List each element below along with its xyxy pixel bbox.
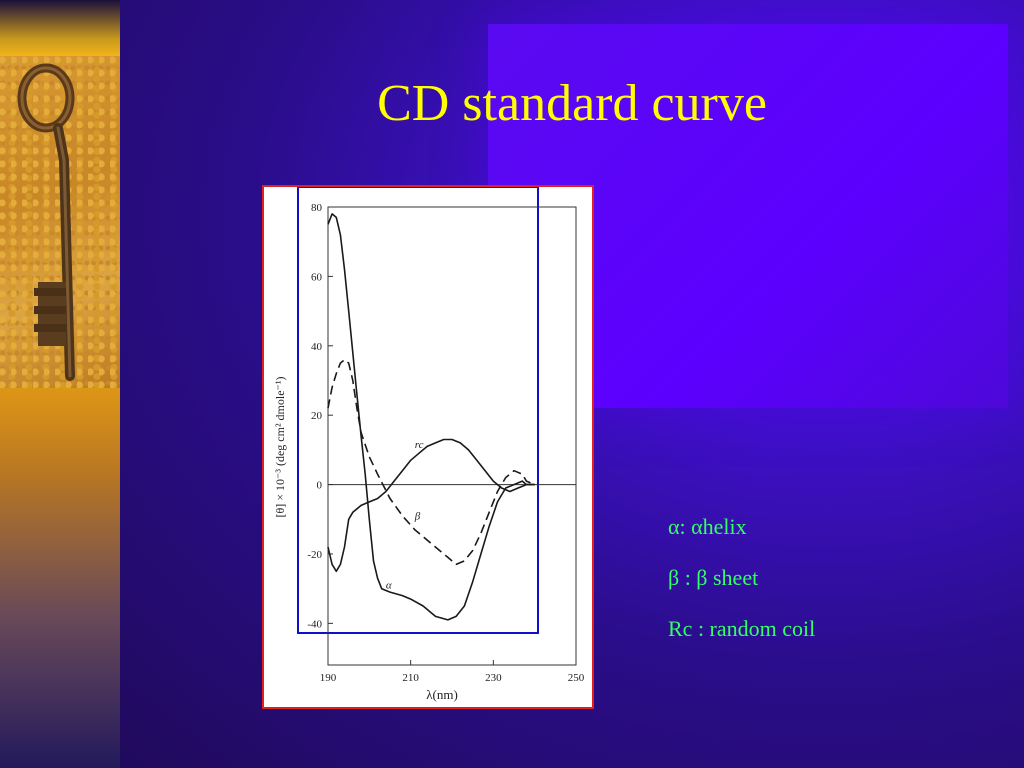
- key-photo: [0, 56, 120, 388]
- y-tick-label: 80: [311, 202, 323, 214]
- y-tick-label: -40: [307, 618, 322, 630]
- legend: α: αhelix β : β sheet Rc : random coil: [668, 512, 815, 665]
- slide-title: CD standard curve: [377, 75, 767, 132]
- annotations: rc β α: [386, 439, 424, 592]
- curve-annotation: α: [386, 580, 392, 592]
- curve-annotation: rc: [415, 439, 424, 451]
- left-strip-top-fade: [0, 0, 120, 56]
- series-line-alpha: [327, 213, 535, 621]
- chart-frame: 80 60 40 20 0 -20 -40 190 210 230 250 rc β α [θ] × 1…: [262, 185, 594, 709]
- y-tick-label: 60: [311, 271, 323, 283]
- series-layer: [327, 213, 536, 621]
- plot-border: [327, 206, 577, 666]
- x-tick-label: 250: [568, 672, 585, 684]
- key-icon: [17, 63, 75, 381]
- ticks: 80 60 40 20 0 -20 -40 190 210 230 250: [307, 202, 584, 684]
- series-line-rc: [327, 438, 535, 573]
- x-tick-label: 210: [402, 672, 419, 684]
- y-tick-label: 40: [311, 341, 323, 353]
- curve-annotation: β: [414, 510, 421, 522]
- x-axis-label: λ(nm): [426, 687, 458, 702]
- y-tick-label: 0: [317, 480, 323, 492]
- y-tick-label: 20: [311, 410, 323, 422]
- legend-item-beta: β : β sheet: [668, 565, 759, 590]
- x-tick-label: 230: [485, 672, 502, 684]
- legend-item-rc: Rc : random coil: [668, 616, 816, 641]
- series-line-beta: [327, 358, 536, 566]
- y-tick-label: -20: [307, 549, 322, 561]
- legend-item-alpha: α: αhelix: [668, 514, 747, 539]
- x-tick-label: 190: [320, 672, 337, 684]
- cd-chart: 80 60 40 20 0 -20 -40 190 210 230 250 rc β α [θ] × 1…: [273, 186, 585, 702]
- highlight-box: [297, 186, 539, 634]
- y-axis-label: [θ] × 10⁻³ (deg cm² dmole⁻¹): [273, 377, 287, 518]
